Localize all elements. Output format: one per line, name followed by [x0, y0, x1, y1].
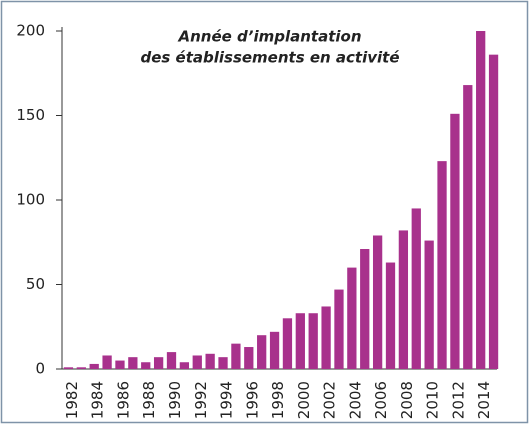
bar [308, 313, 318, 369]
bar [282, 318, 293, 369]
bar [115, 360, 125, 369]
x-tick-label: 2012 [449, 381, 467, 419]
bar [166, 352, 177, 369]
y-tick-label: 100 [16, 191, 45, 209]
bar [269, 331, 280, 369]
x-tick-label: 2002 [321, 381, 339, 419]
bar [295, 313, 305, 369]
x-tick-label: 1990 [166, 381, 184, 419]
bar [476, 31, 486, 369]
x-tick-label: 2008 [398, 381, 416, 419]
bar [231, 343, 241, 369]
bar [63, 367, 74, 369]
y-tick-label: 0 [35, 360, 45, 378]
bar [153, 357, 164, 369]
x-tick-label: 1988 [140, 381, 158, 419]
x-tick-label: 1992 [192, 381, 210, 419]
x-tick-label: 2010 [424, 381, 442, 419]
x-tick-label: 1998 [269, 381, 287, 419]
x-tick-label: 1994 [218, 381, 236, 419]
x-tick-label: 2000 [295, 381, 313, 419]
x-tick-label: 1996 [243, 381, 261, 419]
x-tick-label: 1982 [63, 381, 81, 419]
x-tick-label: 2004 [346, 381, 364, 419]
bar [334, 289, 344, 369]
x-tick-label: 2006 [372, 381, 390, 419]
bar [398, 230, 409, 369]
bar [360, 249, 370, 369]
bar [128, 357, 138, 369]
bar [450, 113, 460, 369]
bar [205, 353, 215, 369]
bar [321, 306, 331, 369]
y-tick-label: 50 [26, 275, 45, 293]
bar [372, 235, 383, 369]
bar [411, 208, 421, 369]
y-tick-label: 200 [16, 22, 45, 40]
bar [192, 355, 202, 369]
y-tick-label: 150 [16, 106, 45, 124]
bar [141, 362, 151, 369]
bar [437, 161, 447, 369]
bar [424, 240, 434, 369]
bar [347, 267, 357, 369]
bar [102, 355, 112, 369]
bar [89, 363, 99, 369]
bar [385, 262, 396, 369]
bar [218, 357, 228, 369]
bar [179, 362, 190, 369]
bar [257, 335, 267, 369]
bar [244, 347, 254, 369]
bar [488, 54, 499, 369]
chart-title: Année d’implantation [177, 28, 361, 46]
bar [463, 85, 473, 369]
bar [76, 367, 86, 369]
chart-title: des établissements en activité [140, 49, 399, 67]
x-tick-label: 1984 [89, 381, 107, 419]
x-tick-label: 1986 [114, 381, 132, 419]
x-tick-label: 2014 [475, 381, 493, 419]
